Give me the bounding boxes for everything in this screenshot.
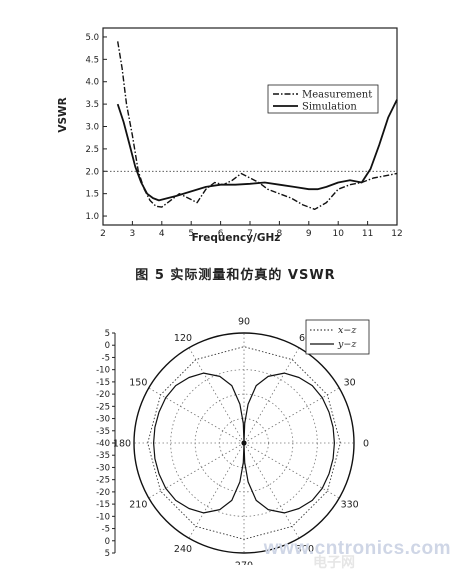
- x-tick-label: 2: [100, 229, 106, 239]
- x-tick-label: 4: [159, 229, 165, 239]
- polar-radial-tick-label: -35: [96, 451, 110, 461]
- y-tick-label: 4.0: [85, 78, 99, 88]
- polar-radial-tick-label: -25: [96, 476, 110, 486]
- polar-angle-label: 90: [238, 317, 250, 328]
- vswr-legend-box: [267, 84, 379, 114]
- polar-radial-tick-label: -20: [96, 488, 110, 498]
- legend-label-simulation: Simulation: [302, 102, 357, 113]
- polar-radial-tick-label: -30: [96, 415, 110, 425]
- legend-label-x-z: x−z: [338, 325, 357, 336]
- x-tick-label: 3: [130, 229, 136, 239]
- y-tick-label: 3.5: [85, 100, 99, 110]
- x-tick-label: 5: [188, 229, 194, 239]
- polar-radial-tick-label: 0: [105, 341, 110, 351]
- polar-angle-labels: 0 30 60 90 120 150 180 210 240 270 300 330: [113, 317, 369, 566]
- watermark-sub-text: 电子网: [313, 555, 355, 571]
- polar-angle-label: 120: [174, 333, 192, 344]
- polar-angle-label: 0: [363, 439, 369, 450]
- vswr-chart: 2 3 4 5 6 7 8 9 10 11 12 1.0 1.5 2.0 2.5 3.0 3.5 4.0 4.5 5…: [57, 27, 403, 244]
- vswr-series-lines: [116, 41, 398, 211]
- polar-radial-tick-label: -20: [96, 390, 110, 400]
- polar-radial-tick-label: -10: [96, 512, 110, 522]
- polar-radial-axis: 5 0 -5 -10 -15 -20 -25 -30 -35 -40 -35 -30 -25 -20 -15…: [96, 329, 116, 559]
- x-tick-label: 7: [247, 229, 253, 239]
- polar-legend-box: [305, 319, 370, 355]
- polar-angle-label: 60: [299, 333, 311, 344]
- x-tick-label: 11: [362, 229, 373, 239]
- x-tick-label: 10: [332, 229, 344, 239]
- y-tick-label: 5.0: [85, 33, 99, 43]
- polar-legend: x−z y−z: [305, 319, 370, 355]
- polar-radial-tick-label: -10: [96, 366, 110, 376]
- polar-radial-tick-label: -25: [96, 402, 110, 412]
- polar-radial-tick-label: -15: [96, 500, 110, 510]
- x-tick-label: 6: [218, 229, 224, 239]
- series-line-y-z: [153, 372, 335, 514]
- vswr-y-axis-label: VSWR: [57, 97, 69, 132]
- polar-center-dot: [241, 440, 247, 446]
- polar-radial-tick-label: -5: [102, 353, 110, 363]
- polar-outer-ring: [133, 332, 355, 554]
- polar-spoke: [148, 387, 245, 444]
- polar-series-lines: [147, 346, 341, 540]
- polar-radial-tick-label: -35: [96, 427, 110, 437]
- legend-label-measurement: Measurement: [302, 90, 372, 101]
- polar-radial-tick-label: 5: [105, 549, 110, 559]
- x-tick-label: 12: [391, 229, 402, 239]
- polar-angle-label: 180: [113, 439, 131, 450]
- vswr-y-ticks: 1.0 1.5 2.0 2.5 3.0 3.5 4.0 4.5 5.0: [85, 33, 107, 222]
- polar-angle-label: 30: [344, 378, 356, 389]
- polar-angle-label: 240: [174, 544, 192, 555]
- vswr-legend: Measurement Simulation: [267, 84, 379, 114]
- y-tick-label: 1.5: [85, 190, 99, 200]
- x-tick-label: 9: [306, 229, 312, 239]
- series-line-measurement: [117, 41, 398, 211]
- polar-radial-tick-label: -30: [96, 463, 110, 473]
- polar-spoke: [243, 442, 340, 499]
- polar-radial-tick-label: -5: [102, 525, 110, 535]
- vswr-plot-frame: [102, 27, 398, 226]
- polar-radial-tick-label: -40: [96, 439, 110, 449]
- polar-angle-label: 210: [129, 500, 147, 511]
- x-tick-label: 8: [277, 229, 283, 239]
- y-tick-label: 4.5: [85, 55, 99, 65]
- polar-pattern-chart: 5 0 -5 -10 -15 -20 -25 -30 -35 -40 -35 -30 -25 -20 -15…: [96, 317, 370, 566]
- y-tick-label: 1.0: [85, 212, 99, 222]
- series-line-simulation: [116, 99, 398, 202]
- y-tick-label: 2.0: [85, 167, 99, 177]
- polar-radial-tick-label: -15: [96, 378, 110, 388]
- polar-angle-label: 300: [296, 544, 314, 555]
- vswr-x-ticks: 2 3 4 5 6 7 8 9 10 11 12: [100, 221, 403, 239]
- y-tick-label: 3.0: [85, 123, 99, 133]
- polar-spoke: [148, 442, 245, 499]
- figure-caption: 图 5 实际测量和仿真的 VSWR: [135, 268, 336, 283]
- polar-radial-tick-label: 5: [105, 329, 110, 339]
- polar-angle-label: 150: [129, 378, 147, 389]
- watermark-text: www.cntronics.com: [263, 538, 451, 559]
- polar-angle-label: 330: [341, 500, 359, 511]
- polar-radial-tick-label: 0: [105, 537, 110, 547]
- vswr-x-axis-label: Frequency/GHz: [192, 232, 281, 244]
- polar-angle-label: 270: [235, 561, 253, 566]
- y-tick-label: 2.5: [85, 145, 99, 155]
- legend-label-y-z: y−z: [337, 339, 357, 350]
